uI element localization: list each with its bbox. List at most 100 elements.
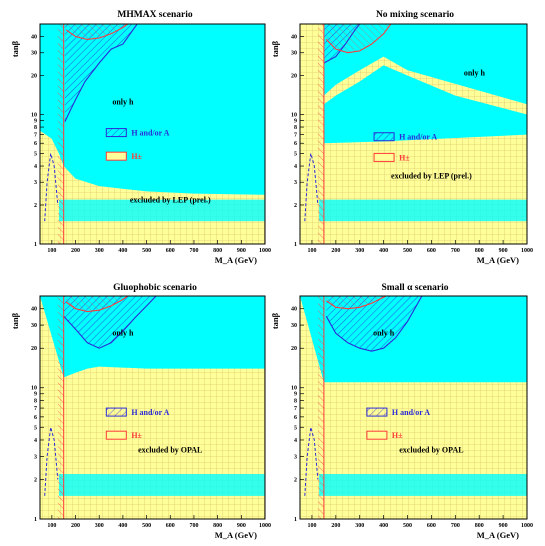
x-tick-label: 300 xyxy=(95,248,104,254)
hpm-excluded-band xyxy=(57,24,64,244)
x-tick-label: 500 xyxy=(403,523,412,529)
y-tick-label: 3 xyxy=(294,454,297,460)
x-tick-label: 900 xyxy=(499,248,508,254)
ha-excluded-region xyxy=(326,296,422,352)
y-axis-label: tanβ xyxy=(10,40,20,57)
x-tick-label: 700 xyxy=(189,248,198,254)
y-tick-label: 5 xyxy=(34,151,37,157)
y-tick-label: 8 xyxy=(294,125,297,131)
x-tick-label: 400 xyxy=(118,248,127,254)
x-tick-label: 600 xyxy=(427,523,436,529)
x-tick-label: 200 xyxy=(71,523,80,529)
chart-panel-3: Gluophobic scenario 100 200 300 400 500 600 700… xyxy=(10,283,271,540)
y-tick-label: 5 xyxy=(294,425,297,431)
y-tick-label: 1 xyxy=(34,242,37,248)
region-label-only-h: only h xyxy=(112,97,134,106)
x-tick-label: 700 xyxy=(451,248,460,254)
y-tick-label: 6 xyxy=(294,415,297,421)
x-tick-label: 300 xyxy=(355,523,364,529)
y-tick-label: 40 xyxy=(291,35,297,41)
chart-title: No mixing scenario xyxy=(376,10,454,20)
x-tick-label: 800 xyxy=(475,248,484,254)
legend-swatch xyxy=(373,132,395,142)
x-tick-label: 300 xyxy=(95,523,104,529)
y-tick-label: 3 xyxy=(34,454,37,460)
x-tick-label: 300 xyxy=(355,248,364,254)
legend-label: H± xyxy=(131,431,142,440)
chart-title: Gluophobic scenario xyxy=(113,283,197,293)
x-axis-label: M_A (GeV) xyxy=(477,530,519,540)
x-tick-label: 500 xyxy=(142,523,151,529)
plot-area xyxy=(300,296,527,519)
legend-swatch xyxy=(366,407,388,417)
x-tick-label: 500 xyxy=(142,248,151,254)
y-tick-label: 1 xyxy=(34,517,37,523)
x-tick-label: 1000 xyxy=(259,248,271,254)
y-tick-label: 6 xyxy=(34,141,37,147)
y-tick-label: 10 xyxy=(31,386,37,392)
y-tick-label: 2 xyxy=(34,477,37,483)
x-tick-label: 100 xyxy=(307,248,316,254)
hpm-excluded-region xyxy=(66,296,128,312)
y-tick-label: 40 xyxy=(31,35,37,41)
x-tick-label: 800 xyxy=(213,248,222,254)
y-tick-label: 1 xyxy=(294,242,297,248)
y-tick-label: 9 xyxy=(34,118,37,124)
y-tick-label: 4 xyxy=(294,164,297,170)
x-tick-label: 400 xyxy=(379,523,388,529)
y-tick-label: 7 xyxy=(294,406,297,412)
x-tick-label: 700 xyxy=(451,523,460,529)
ha-excluded-lowmass-curve xyxy=(44,427,59,496)
x-tick-label: 700 xyxy=(189,523,198,529)
plot-frame xyxy=(39,295,266,520)
y-axis-label: tanβ xyxy=(270,40,280,57)
legend-label: H and/or A xyxy=(392,408,430,417)
plot-frame xyxy=(299,23,528,245)
y-tick-label: 10 xyxy=(31,113,37,119)
x-tick-label: 200 xyxy=(331,523,340,529)
x-tick-label: 900 xyxy=(499,523,508,529)
chart-panel-2: No mixing scenario 100 200 300 400 500 600 700 8… xyxy=(270,10,533,265)
ha-excluded-lowmass-curve xyxy=(304,153,319,222)
y-tick-label: 2 xyxy=(34,203,37,209)
only-h-strip xyxy=(319,474,527,496)
y-axis-label: tanβ xyxy=(270,312,280,329)
legend-swatch xyxy=(366,430,388,440)
hpm-excluded-band xyxy=(57,296,64,519)
y-tick-label: 30 xyxy=(291,51,297,57)
y-tick-label: 7 xyxy=(34,406,37,412)
region-label-only-h: only h xyxy=(373,329,395,338)
y-tick-label: 6 xyxy=(34,415,37,421)
y-tick-label: 8 xyxy=(34,125,37,131)
only-h-region xyxy=(323,65,527,144)
legend-label: H± xyxy=(392,431,403,440)
legend-label: H and/or A xyxy=(131,408,169,417)
legend-label: H± xyxy=(399,153,410,162)
x-tick-label: 900 xyxy=(237,248,246,254)
x-tick-label: 500 xyxy=(403,248,412,254)
y-tick-label: 8 xyxy=(34,398,37,404)
only-h-strip xyxy=(58,199,265,222)
x-tick-label: 400 xyxy=(379,248,388,254)
x-tick-label: 100 xyxy=(47,248,56,254)
ha-excluded-region xyxy=(64,24,138,122)
ha-excluded-lowmass-curve xyxy=(44,153,59,222)
legend-swatch xyxy=(373,152,395,162)
hpm-excluded-region xyxy=(326,24,391,53)
y-tick-label: 20 xyxy=(291,74,297,80)
x-tick-label: 800 xyxy=(475,523,484,529)
y-tick-label: 4 xyxy=(294,438,297,444)
region-label-excluded: excluded by OPAL xyxy=(138,446,202,455)
chart-panel-1: MHMAX scenario 100 200 300 400 500 600 700 800 90… xyxy=(10,10,271,265)
chart-panel-4: Small α scenario 100 200 300 400 500 600 700 800… xyxy=(270,283,533,540)
region-label-excluded: excluded by LEP (prel.) xyxy=(391,172,472,181)
x-tick-label: 600 xyxy=(166,248,175,254)
y-tick-label: 5 xyxy=(34,425,37,431)
y-tick-label: 1 xyxy=(294,517,297,523)
x-axis-label: M_A (GeV) xyxy=(215,530,257,540)
y-tick-label: 20 xyxy=(31,74,37,80)
x-tick-label: 100 xyxy=(47,523,56,529)
y-tick-label: 40 xyxy=(291,307,297,313)
y-tick-label: 10 xyxy=(291,113,297,119)
x-tick-label: 1000 xyxy=(521,248,533,254)
